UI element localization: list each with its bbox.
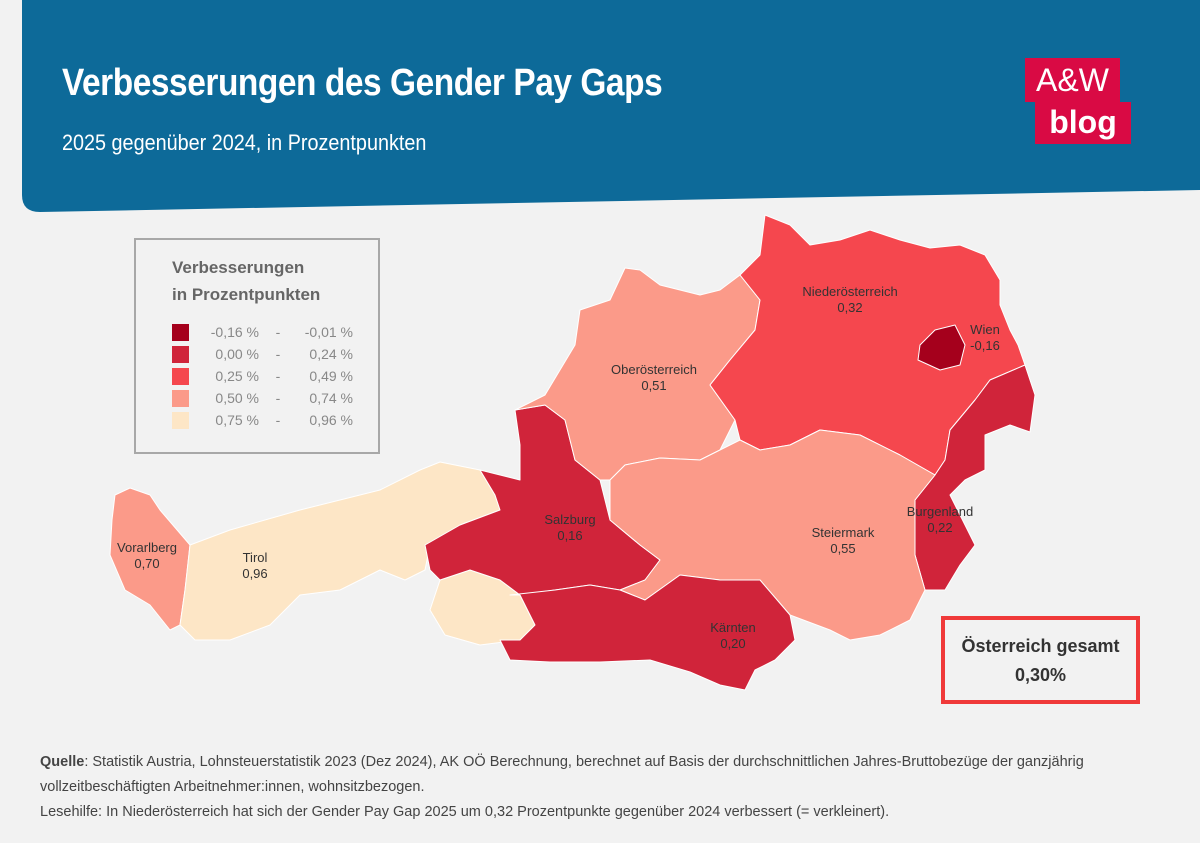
logo-aw: A&W: [1025, 58, 1120, 102]
legend-title-line1: Verbesserungen: [172, 258, 305, 277]
region-value: -0,16: [970, 338, 1000, 353]
legend-high: -0,01 %: [304, 324, 353, 340]
region-value: 0,20: [720, 636, 746, 651]
page-title: Verbesserungen des Gender Pay Gaps: [62, 62, 663, 104]
legend-row: 0,75 % - 0,96 %: [172, 410, 353, 430]
legend-high: 0,49 %: [309, 368, 353, 384]
legend-low: 0,75 %: [215, 412, 259, 428]
region-name: Tirol: [242, 550, 268, 565]
legend-row: 0,50 % - 0,74 %: [172, 388, 353, 408]
legend-dash: -: [275, 368, 281, 384]
region-name: Steiermark: [811, 525, 875, 540]
label-tirol: Tirol 0,96: [242, 550, 267, 582]
austria-total-box: Österreich gesamt 0,30%: [941, 616, 1140, 704]
region-value: 0,55: [830, 541, 856, 556]
region-value: 0,22: [927, 520, 953, 535]
label-burgenland: Burgenland 0,22: [907, 504, 974, 536]
legend-low: 0,50 %: [215, 390, 259, 406]
aw-blog-logo: A&W blog: [1025, 58, 1135, 144]
logo-blog: blog: [1035, 102, 1131, 144]
legend-high: 0,96 %: [309, 412, 353, 428]
region-name: Vorarlberg: [117, 540, 177, 555]
region-value: 0,32: [837, 300, 863, 315]
legend-row: 0,25 % - 0,49 %: [172, 366, 353, 386]
legend-row: 0,00 % - 0,24 %: [172, 344, 353, 364]
label-salzburg: Salzburg 0,16: [544, 512, 595, 544]
label-vorarlberg: Vorarlberg 0,70: [117, 540, 177, 572]
label-steiermark: Steiermark 0,55: [812, 525, 875, 557]
label-niederoesterreich: Niederösterreich 0,32: [802, 284, 897, 316]
legend-dash: -: [275, 390, 281, 406]
legend-swatch: [172, 367, 189, 385]
label-wien: Wien -0,16: [970, 322, 1000, 354]
page-subtitle: 2025 gegenüber 2024, in Prozentpunkten: [62, 130, 427, 155]
region-name: Wien: [970, 322, 1000, 337]
region-name: Niederösterreich: [802, 284, 898, 299]
source-text: : Statistik Austria, Lohnsteuerstatistik…: [40, 754, 1084, 795]
legend-low: 0,25 %: [215, 368, 259, 384]
legend-low: 0,00 %: [215, 346, 259, 362]
region-wien[interactable]: [917, 324, 966, 371]
region-steiermark[interactable]: [609, 429, 936, 641]
legend-high: 0,74 %: [309, 390, 353, 406]
legend-row: -0,16 % - -0,01 %: [172, 322, 353, 342]
legend-low: -0,16 %: [210, 324, 259, 340]
region-kaernten[interactable]: [499, 574, 796, 691]
header-banner: [22, 0, 1200, 212]
legend-title-line2: in Prozentpunkten: [172, 285, 321, 304]
region-value: 0,16: [557, 528, 583, 543]
label-kaernten: Kärnten 0,20: [710, 620, 756, 652]
region-name: Burgenland: [906, 504, 974, 519]
legend-dash: -: [275, 346, 281, 362]
region-name: Kärnten: [710, 620, 756, 635]
source-label: Quelle: [40, 754, 85, 770]
footer-notes: Quelle: Statistik Austria, Lohnsteuersta…: [40, 750, 1170, 825]
total-label: Österreich gesamt: [961, 636, 1120, 656]
legend-dash: -: [275, 412, 281, 428]
legend-dash: -: [275, 324, 281, 340]
legend-title: Verbesserungen in Prozentpunkten: [172, 254, 320, 308]
region-value: 0,51: [641, 378, 667, 393]
legend-swatch: [172, 323, 189, 341]
legend-high: 0,24 %: [309, 346, 353, 362]
label-oberoesterreich: Oberösterreich 0,51: [611, 362, 697, 394]
region-value: 0,70: [134, 556, 160, 571]
map-legend: Verbesserungen in Prozentpunkten -0,16 %…: [134, 238, 380, 454]
total-value: 0,30%: [1014, 665, 1067, 685]
region-value: 0,96: [242, 566, 268, 581]
legend-swatch: [172, 389, 189, 407]
reading-help: Lesehilfe: In Niederösterreich hat sich …: [40, 804, 890, 820]
region-name: Oberösterreich: [611, 362, 697, 377]
legend-swatch: [172, 345, 189, 363]
legend-swatch: [172, 411, 189, 429]
source-note: Quelle: Statistik Austria, Lohnsteuersta…: [40, 750, 1170, 800]
region-name: Salzburg: [544, 512, 596, 527]
